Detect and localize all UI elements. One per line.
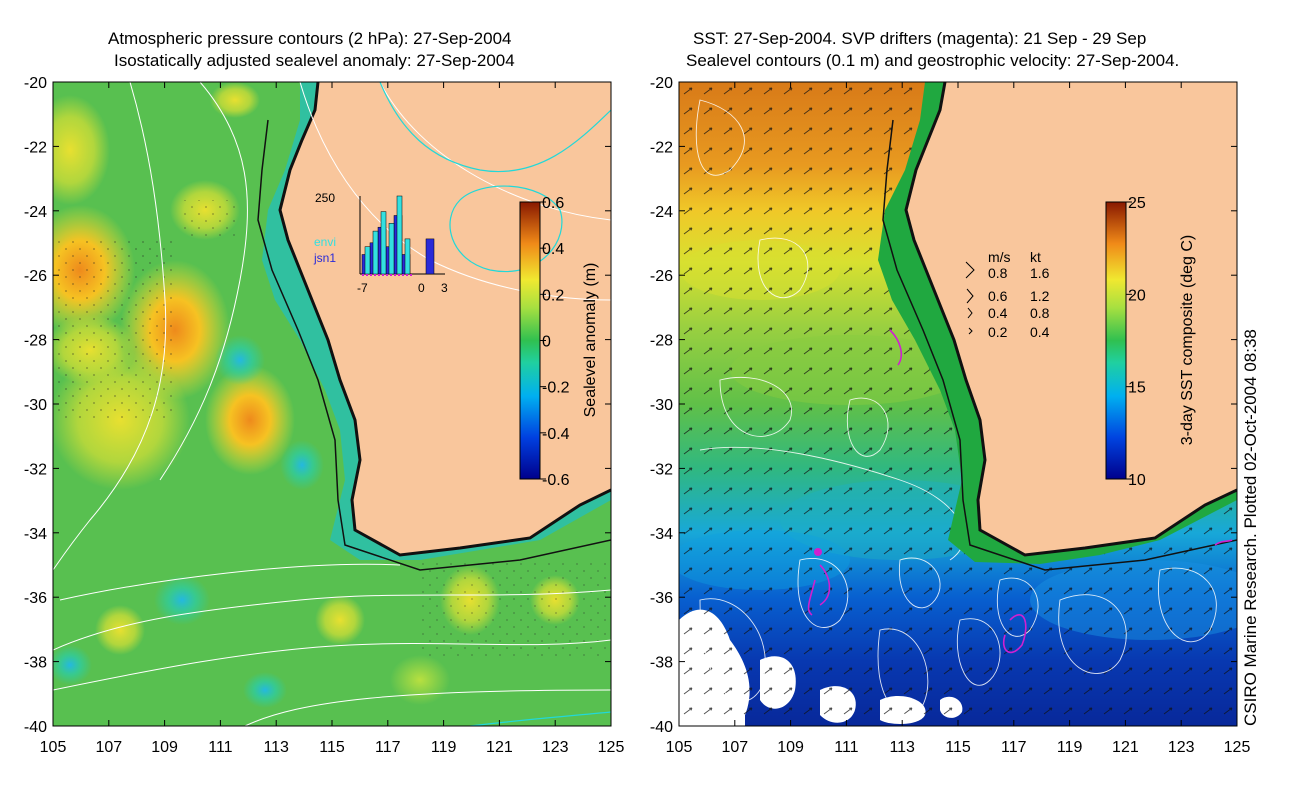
velocity-legend: m/s kt 0.8 1.6 0.6 1.2 0.4 0.8 0.2 0.4 [965, 249, 1050, 340]
right-title-line1: SST: 27-Sep-2004. SVP drifters (magenta)… [693, 29, 1147, 48]
sst-colorbar-tick-label: 10 [1128, 472, 1146, 489]
sla-colorbar-label: Sealevel anomaly (m) [582, 263, 599, 418]
left-ytick-label: -40 [24, 719, 47, 736]
left-xtick-label: 105 [40, 739, 67, 756]
left-ytick-label: -26 [24, 268, 47, 285]
right-xtick-label: 111 [834, 739, 858, 756]
left-ytick-label: -34 [24, 526, 47, 543]
left-ytick-label: -20 [24, 75, 47, 92]
right-xtick-label: 123 [1168, 739, 1195, 756]
right-ytick-label: -30 [650, 397, 673, 414]
sla-colorbar-tick-label: -0.6 [542, 472, 570, 489]
left-title-line1: Atmospheric pressure contours (2 hPa): 2… [108, 29, 512, 48]
altimeter-histogram: 250 -7 0 3 envi jsn1 [313, 191, 448, 295]
sst-colorbar: 25 20 15 10 3-day SST composite (deg C) [1105, 195, 1196, 489]
right-xtick-label: 121 [1112, 739, 1139, 756]
legend-jsn1: jsn1 [313, 251, 336, 265]
left-xtick-label: 115 [319, 739, 345, 756]
right-ytick-label: -20 [650, 75, 673, 92]
left-xtick-label: 117 [375, 739, 401, 756]
right-xtick-label: 107 [721, 739, 748, 756]
left-ytick-label: -22 [24, 139, 47, 156]
sst-colorbar-tick-label: 25 [1128, 195, 1146, 212]
right-xtick-label: 125 [1224, 739, 1251, 756]
histogram-bar-jsn1 [425, 238, 435, 275]
histogram-xtick-3: 3 [441, 281, 448, 295]
histogram-bar-envi [396, 195, 403, 275]
right-xtick-label: 105 [666, 739, 693, 756]
histogram-bar-envi [364, 246, 371, 275]
left-axes: -20 -22 -24 -26 -28 -30 -32 -34 -36 -38 -40 105 107 1… [24, 75, 625, 756]
velocity-header-ms: m/s [988, 249, 1011, 265]
right-axes: -20 -22 -24 -26 -28 -30 -32 -34 -36 -38 -40 105 107 1… [650, 75, 1251, 756]
left-xtick-label: 113 [263, 739, 289, 756]
right-xtick-label: 119 [1057, 739, 1083, 756]
right-xtick-label: 117 [1001, 739, 1027, 756]
right-title-line2: Sealevel contours (0.1 m) and geostrophi… [686, 51, 1180, 70]
velocity-row3-ms: 0.4 [988, 305, 1008, 321]
sla-colorbar-tick-label: 0.6 [542, 195, 564, 212]
histogram-bar-envi [372, 230, 379, 275]
left-xtick-label: 121 [486, 739, 513, 756]
legend-envi: envi [314, 235, 336, 249]
right-ytick-label: -34 [650, 526, 673, 543]
velocity-row1-ms: 0.8 [988, 265, 1008, 281]
right-ytick-label: -40 [650, 719, 673, 736]
velocity-row2-kt: 1.2 [1030, 288, 1050, 304]
right-ytick-label: -32 [650, 461, 673, 478]
left-xtick-label: 111 [208, 739, 232, 756]
right-map [679, 82, 1237, 726]
sla-colorbar-tick-label: -0.4 [542, 426, 570, 443]
left-ytick-label: -28 [24, 333, 47, 350]
right-ytick-label: -26 [650, 268, 673, 285]
left-ytick-label: -30 [24, 397, 47, 414]
histogram-xtick-0: 0 [418, 281, 425, 295]
left-title-line2: Isostatically adjusted sealevel anomaly:… [114, 51, 515, 70]
sla-colorbar-tick-label: -0.2 [542, 380, 570, 397]
histogram-bar-envi [404, 238, 411, 275]
left-ytick-label: -38 [24, 655, 47, 672]
left-xtick-label: 123 [542, 739, 569, 756]
sst-colorbar-tick-label: 15 [1128, 380, 1146, 397]
left-ytick-label: -36 [24, 590, 47, 607]
histogram-bar-envi [388, 223, 395, 275]
velocity-row4-ms: 0.2 [988, 324, 1008, 340]
sla-colorbar-tick-label: 0.2 [542, 287, 564, 304]
sla-colorbar: 0.6 0.4 0.2 0 -0.2 -0.4 -0.6 Sealevel anomaly … [519, 195, 599, 489]
left-xtick-label: 109 [151, 739, 178, 756]
right-ytick-label: -24 [650, 204, 673, 221]
histogram-ymax-label: 250 [315, 191, 335, 205]
drifter-tracks [807, 329, 1233, 654]
left-xtick-label: 119 [431, 739, 457, 756]
sla-colorbar-tick-label: 0.4 [542, 241, 564, 258]
histogram-bars [361, 195, 435, 275]
velocity-header-kt: kt [1030, 249, 1041, 265]
right-ytick-label: -38 [650, 655, 673, 672]
left-ytick-label: -24 [24, 204, 47, 221]
sla-colorbar-tick-label: 0 [542, 334, 551, 351]
right-xtick-label: 115 [945, 739, 971, 756]
left-xtick-label: 125 [598, 739, 625, 756]
velocity-row1-kt: 1.6 [1030, 265, 1050, 281]
sst-colorbar-tick-label: 20 [1128, 287, 1146, 304]
histogram-bar-envi [380, 211, 387, 275]
histogram-xtick-neg7: -7 [357, 281, 368, 295]
right-ytick-label: -28 [650, 333, 673, 350]
right-xtick-label: 113 [889, 739, 915, 756]
velocity-row2-ms: 0.6 [988, 288, 1008, 304]
right-ytick-label: -22 [650, 139, 673, 156]
right-ytick-label: -36 [650, 590, 673, 607]
credit-text: CSIRO Marine Research. Plotted 02-Oct-20… [1241, 329, 1260, 726]
left-ytick-label: -32 [24, 461, 47, 478]
sst-colorbar-label: 3-day SST composite (deg C) [1179, 235, 1196, 445]
velocity-row4-kt: 0.4 [1030, 324, 1050, 340]
velocity-row3-kt: 0.8 [1030, 305, 1050, 321]
left-xtick-label: 107 [95, 739, 122, 756]
right-xtick-label: 109 [777, 739, 804, 756]
